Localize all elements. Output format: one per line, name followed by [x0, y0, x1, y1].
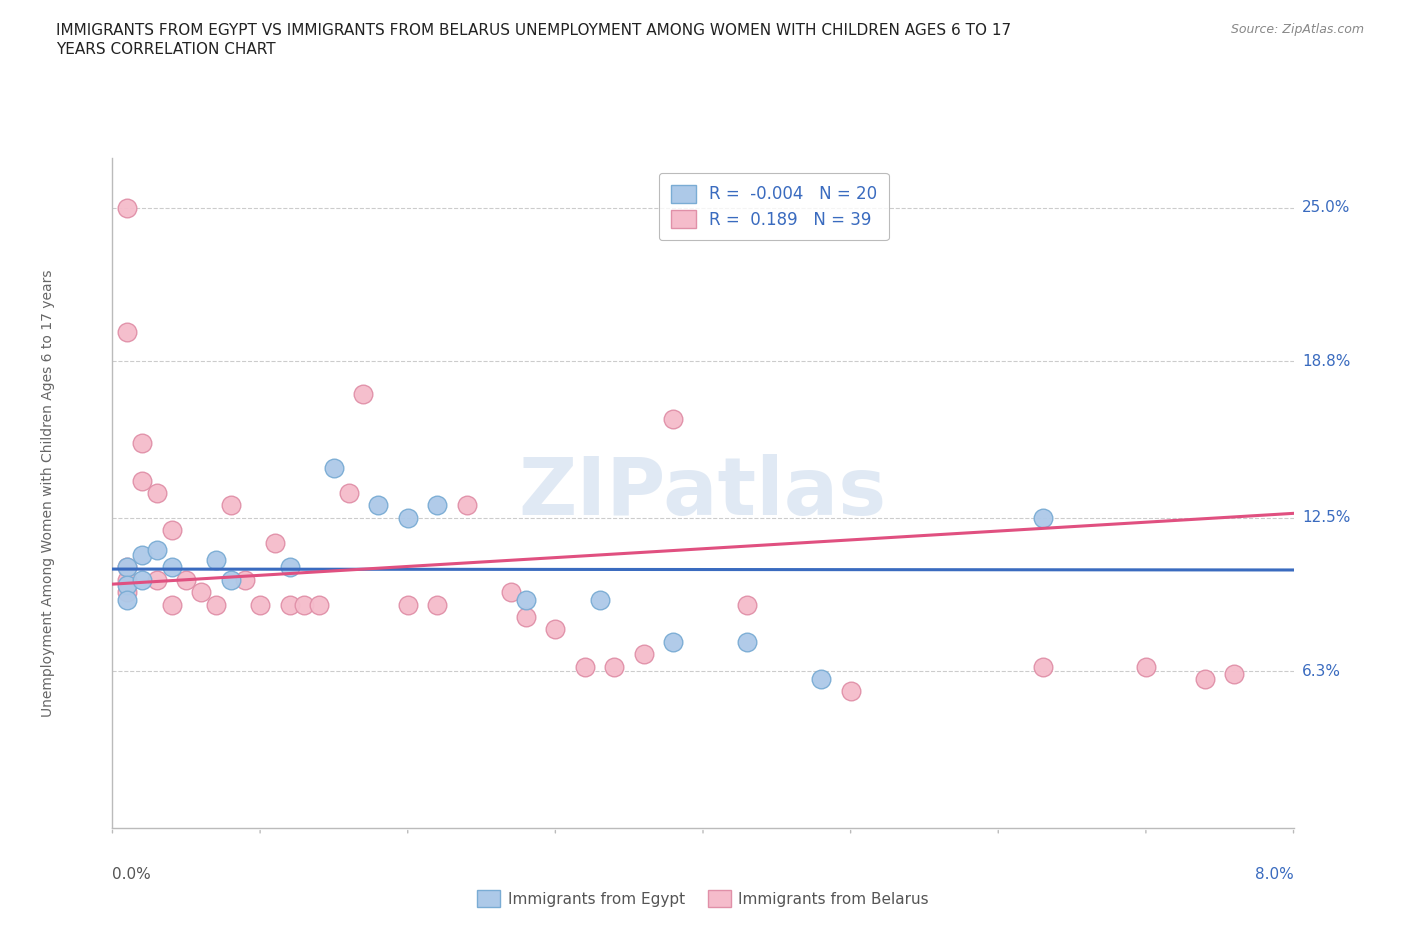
Point: [292, 597, 315, 612]
Point: [633, 646, 655, 661]
Point: [117, 325, 138, 339]
Point: [131, 572, 153, 587]
Point: [205, 597, 228, 612]
Point: [219, 572, 242, 587]
Point: [219, 498, 242, 512]
Point: [146, 485, 169, 500]
Point: [1032, 511, 1054, 525]
Point: [146, 572, 169, 587]
Point: [352, 386, 374, 401]
Point: [603, 659, 626, 674]
Point: [737, 597, 759, 612]
Point: [117, 560, 138, 575]
Point: [515, 592, 537, 607]
Point: [810, 671, 832, 686]
Point: [249, 597, 271, 612]
Point: [278, 560, 301, 575]
Point: [662, 411, 685, 426]
Point: [190, 585, 212, 600]
Text: 25.0%: 25.0%: [1302, 200, 1350, 215]
Point: [662, 634, 685, 649]
Text: YEARS CORRELATION CHART: YEARS CORRELATION CHART: [56, 42, 276, 57]
Point: [278, 597, 301, 612]
Point: [131, 548, 153, 563]
Point: [1223, 667, 1246, 682]
Legend: Immigrants from Egypt, Immigrants from Belarus: Immigrants from Egypt, Immigrants from B…: [471, 884, 935, 913]
Point: [501, 585, 523, 600]
Legend: R =  -0.004   N = 20, R =  0.189   N = 39: R = -0.004 N = 20, R = 0.189 N = 39: [659, 173, 889, 241]
Point: [160, 560, 183, 575]
Text: 12.5%: 12.5%: [1302, 511, 1350, 525]
Text: 8.0%: 8.0%: [1254, 867, 1294, 882]
Point: [131, 473, 153, 488]
Point: [426, 498, 449, 512]
Point: [160, 523, 183, 538]
Point: [308, 597, 330, 612]
Point: [146, 542, 169, 557]
Point: [205, 552, 228, 567]
Point: [160, 597, 183, 612]
Point: [117, 200, 138, 215]
Point: [574, 659, 596, 674]
Point: [737, 634, 759, 649]
Point: [131, 436, 153, 451]
Text: 18.8%: 18.8%: [1302, 354, 1350, 369]
Text: 0.0%: 0.0%: [112, 867, 152, 882]
Point: [233, 572, 256, 587]
Text: Source: ZipAtlas.com: Source: ZipAtlas.com: [1230, 23, 1364, 36]
Point: [117, 585, 138, 600]
Point: [117, 560, 138, 575]
Point: [839, 684, 862, 698]
Point: [323, 460, 346, 475]
Point: [337, 485, 360, 500]
Point: [588, 592, 610, 607]
Point: [174, 572, 197, 587]
Point: [456, 498, 478, 512]
Point: [117, 572, 138, 587]
Point: [544, 622, 567, 637]
Point: [117, 578, 138, 592]
Text: IMMIGRANTS FROM EGYPT VS IMMIGRANTS FROM BELARUS UNEMPLOYMENT AMONG WOMEN WITH C: IMMIGRANTS FROM EGYPT VS IMMIGRANTS FROM…: [56, 23, 1011, 38]
Point: [396, 597, 419, 612]
Point: [1032, 659, 1054, 674]
Text: Unemployment Among Women with Children Ages 6 to 17 years: Unemployment Among Women with Children A…: [41, 269, 55, 717]
Point: [1135, 659, 1157, 674]
Point: [367, 498, 389, 512]
Text: 6.3%: 6.3%: [1302, 664, 1341, 679]
Text: ZIPatlas: ZIPatlas: [519, 454, 887, 532]
Point: [426, 597, 449, 612]
Point: [515, 609, 537, 624]
Point: [264, 535, 287, 550]
Point: [1194, 671, 1216, 686]
Point: [396, 511, 419, 525]
Point: [117, 592, 138, 607]
